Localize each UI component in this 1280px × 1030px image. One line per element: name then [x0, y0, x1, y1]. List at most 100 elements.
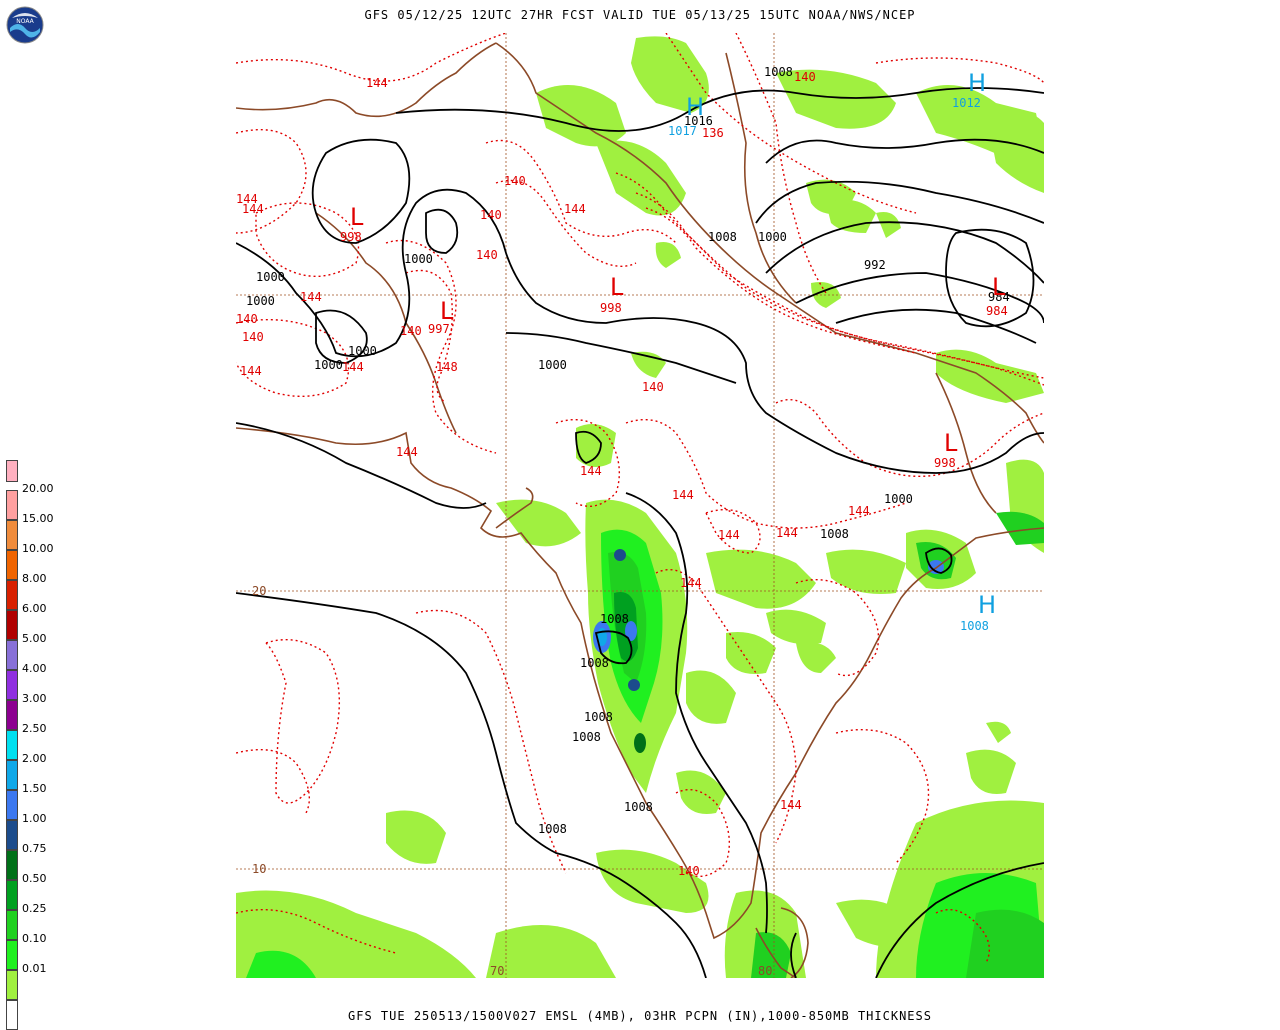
legend-swatch [6, 610, 18, 640]
precipitation-legend: 20.00 15.00 10.00 8.00 6.00 5.00 4.00 3.00 2.50 2… [6, 460, 62, 1030]
legend-swatch [6, 640, 18, 670]
isobar-label: 1008 [600, 612, 629, 626]
thickness-label: 140 [236, 312, 258, 326]
low-pressure-center: L 997 [428, 297, 454, 336]
svg-text:L: L [350, 203, 364, 231]
isobar-label: 1000 [256, 270, 285, 284]
isobar-label: 1008 [708, 230, 737, 244]
thickness-label: 140 [400, 324, 422, 338]
high-pressure-center: H 1012 [952, 69, 986, 110]
isobar-label: 1000 [758, 230, 787, 244]
thickness-label: 148 [436, 360, 458, 374]
thickness-label: 144 [672, 488, 694, 502]
low-pressure-center: L 998 [600, 273, 624, 315]
legend-label: 0.50 [22, 872, 47, 885]
low-pressure-center: L 998 [934, 429, 958, 470]
isobar-label: 1000 [246, 294, 275, 308]
thickness-label: 140 [480, 208, 502, 222]
legend-swatch [6, 820, 18, 850]
isobar-label: 1008 [820, 527, 849, 541]
legend-swatch [6, 850, 18, 880]
lon-label-80: 80 [758, 964, 772, 978]
svg-text:L: L [440, 297, 454, 325]
thickness-label: 144 [564, 202, 586, 216]
isobar-contours [236, 87, 1044, 978]
thickness-label: 140 [678, 864, 700, 878]
isobar-label: 1008 [584, 710, 613, 724]
noaa-logo-icon: NOAA [6, 6, 44, 44]
svg-text:L: L [610, 273, 624, 301]
thickness-label: 144 [240, 364, 262, 378]
thickness-contours [236, 33, 1044, 964]
isobar-label: 1008 [572, 730, 601, 744]
legend-label: 8.00 [22, 572, 47, 585]
map-title: GFS 05/12/25 12UTC 27HR FCST VALID TUE 0… [364, 8, 916, 22]
legend-label: 6.00 [22, 602, 47, 615]
legend-label: 4.00 [22, 662, 47, 675]
thickness-label: 136 [702, 126, 724, 140]
legend-swatch [6, 940, 18, 970]
thickness-label: 144 [396, 445, 418, 459]
legend-label: 0.10 [22, 932, 47, 945]
precipitation-field [236, 36, 1044, 978]
thickness-label: 144 [776, 526, 798, 540]
isobar-label: 1000 [404, 252, 433, 266]
isobar-label: 1000 [314, 358, 343, 372]
legend-swatch [6, 670, 18, 700]
svg-text:998: 998 [600, 301, 622, 315]
thickness-label: 144 [300, 290, 322, 304]
legend-label: 0.01 [22, 962, 47, 975]
isobar-label: 1008 [624, 800, 653, 814]
svg-text:997: 997 [428, 322, 450, 336]
thickness-label: 144 [342, 360, 364, 374]
thickness-label: 144 [366, 76, 388, 90]
high-pressure-center: H 1008 [960, 591, 996, 633]
legend-swatch [6, 490, 18, 520]
isobar-labels: 1008 1016 1008 1000 992 984 1000 1000 10… [246, 65, 1010, 836]
legend-label: 2.00 [22, 752, 47, 765]
legend-label: 2.50 [22, 722, 47, 735]
legend-swatch [6, 460, 18, 482]
thickness-label: 140 [642, 380, 664, 394]
isobar-label: 1016 [684, 114, 713, 128]
high-pressure-center: H 1017 [668, 93, 704, 138]
legend-label: 0.75 [22, 842, 47, 855]
svg-text:1008: 1008 [960, 619, 989, 633]
svg-text:L: L [992, 273, 1006, 301]
thickness-label: 140 [476, 248, 498, 262]
svg-text:H: H [978, 591, 996, 619]
isobar-label: 1000 [884, 492, 913, 506]
isobar-label: 984 [988, 290, 1010, 304]
legend-swatch [6, 760, 18, 790]
isobar-label: 1000 [538, 358, 567, 372]
legend-label: 0.25 [22, 902, 47, 915]
legend-swatch [6, 550, 18, 580]
legend-swatch [6, 910, 18, 940]
thickness-label: 144 [680, 576, 702, 590]
thickness-label: 144 [848, 504, 870, 518]
legend-label: 15.00 [22, 512, 54, 525]
thickness-label: 144 [236, 192, 258, 206]
svg-text:H: H [686, 93, 704, 121]
legend-label: 5.00 [22, 632, 47, 645]
legend-label: 3.00 [22, 692, 47, 705]
isobar-label: 992 [864, 258, 886, 272]
legend-label: 1.00 [22, 812, 47, 825]
thickness-label: 140 [242, 330, 264, 344]
map-caption: GFS TUE 250513/1500V027 EMSL (4MB), 03HR… [348, 1009, 932, 1023]
lat-lon-grid [236, 33, 1044, 978]
weather-map: 20 10 70 80 1008 1016 1008 1000 992 984 … [236, 33, 1044, 978]
thickness-label: 144 [718, 528, 740, 542]
legend-label: 10.00 [22, 542, 54, 555]
legend-label: 1.50 [22, 782, 47, 795]
svg-text:998: 998 [934, 456, 956, 470]
legend-swatch [6, 730, 18, 760]
svg-text:1017: 1017 [668, 124, 697, 138]
svg-text:H: H [968, 69, 986, 97]
legend-swatch [6, 790, 18, 820]
legend-swatch [6, 520, 18, 550]
isobar-label: 1008 [538, 822, 567, 836]
pressure-centers: H 1012 H 1017 H 1008 L 998 L 997 L 998 L… [340, 69, 1008, 633]
thickness-label: 140 [504, 174, 526, 188]
lat-label-20: 20 [252, 584, 266, 598]
